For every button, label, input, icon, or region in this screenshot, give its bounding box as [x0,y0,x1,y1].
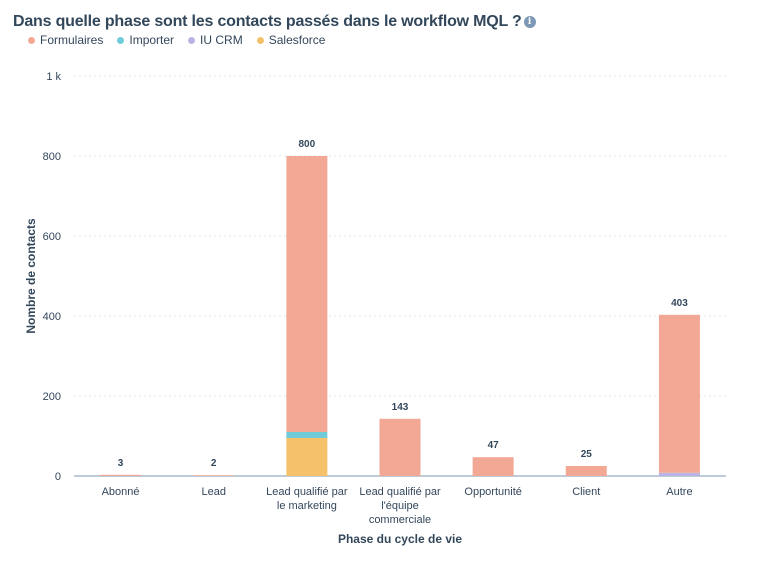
bar-segment [658,472,700,476]
data-label: 2 [211,458,217,469]
legend-item[interactable]: Formulaires [28,33,103,47]
y-tick-label: 200 [43,391,61,403]
data-label: 47 [488,440,500,451]
info-icon[interactable]: i [523,16,536,28]
x-tick-label: Abonné [102,486,140,498]
data-label: 25 [581,449,593,460]
x-tick-label: Lead qualifié par l'équipe commerciale [359,486,441,526]
bar-segment [565,466,607,476]
legend-label: Formulaires [40,33,104,47]
y-tick-label: 400 [43,311,61,323]
legend-label: Salesforce [268,33,326,47]
chart-title: Dans quelle phase sont les contacts pass… [13,13,522,30]
legend-swatch [188,36,196,44]
legend-item[interactable]: Importer [117,33,174,47]
legend-swatch [28,36,35,44]
chart-title-row: Dans quelle phase sont les contacts pass… [13,11,536,33]
x-tick-label: Opportunité [464,486,521,498]
x-tick-label: Client [572,486,600,498]
y-tick-label: 800 [43,151,61,163]
legend-swatch [256,36,264,44]
data-label: 143 [392,402,409,413]
legend-item[interactable]: IU CRM [188,33,243,47]
bar-segment [379,418,421,476]
legend-label: IU CRM [200,33,243,47]
y-tick-label: 0 [55,471,61,483]
chart-legend: Formulaires Importer IU CRM Salesforce [28,33,325,47]
y-tick-label: 600 [43,231,61,243]
legend-item[interactable]: Salesforce [256,33,326,47]
bar-segment [100,474,142,476]
x-tick-label: Lead [201,486,225,498]
legend-swatch [117,36,125,44]
data-label: 403 [671,298,688,309]
x-axis-title: Phase du cycle de vie [338,532,462,546]
y-tick-label: 1 k [46,71,61,83]
x-tick-label: Autre [666,486,692,498]
legend-label: Importer [129,33,175,47]
data-label: 800 [299,139,316,150]
bar-segment [472,457,514,476]
bar-segment [286,156,328,432]
y-axis-title: Nombre de contacts [24,218,38,334]
bar-segment [286,438,328,476]
data-label: 3 [118,458,124,469]
bar-segment [658,314,700,473]
bar-segment [286,432,328,438]
x-tick-label: Lead qualifié par le marketing [266,486,348,512]
bar-segment [193,475,235,476]
